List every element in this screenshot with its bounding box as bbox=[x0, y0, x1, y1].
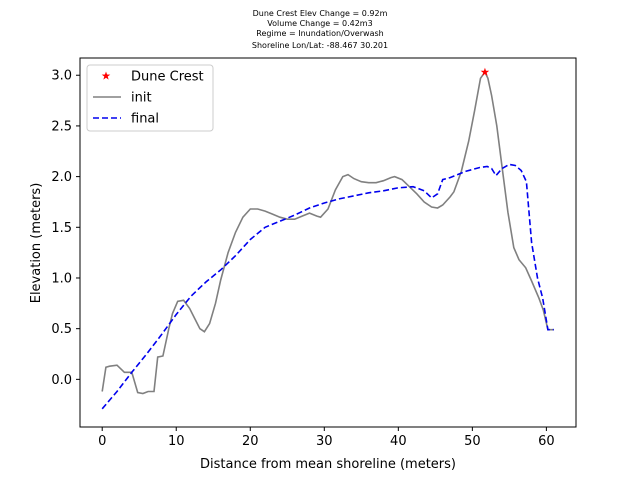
legend: Dune Crest init final bbox=[86, 64, 214, 132]
series-line-final bbox=[101, 163, 554, 410]
x-tick-label: 40 bbox=[390, 434, 407, 449]
chart-title-line-4: Shoreline Lon/Lat: -88.467 30.201 bbox=[251, 41, 389, 50]
chart-title-line-3: Regime = Inundation/Overwash bbox=[256, 29, 384, 38]
y-tick-label: 3.0 bbox=[51, 69, 72, 84]
y-tick-label: 1.0 bbox=[51, 271, 72, 286]
x-tick-label: 20 bbox=[242, 434, 259, 449]
plot-area bbox=[79, 57, 577, 428]
x-tick-label: 50 bbox=[464, 434, 481, 449]
legend-swatch-dune-crest bbox=[101, 71, 111, 80]
chart-title-line-1: Dune Crest Elev Change = 0.92m bbox=[252, 9, 388, 18]
x-axis-ticks: 0 10 20 30 40 50 60 bbox=[98, 427, 555, 449]
y-tick-label: 2.0 bbox=[51, 170, 72, 185]
legend-label: init bbox=[131, 91, 152, 106]
y-tick-label: 0.0 bbox=[51, 373, 72, 388]
x-tick-label: 10 bbox=[168, 434, 185, 449]
chart-title-line-2: Volume Change = 0.42m3 bbox=[267, 19, 373, 28]
y-axis-ticks: 0.0 0.5 1.0 1.5 2.0 2.5 3.0 bbox=[51, 69, 80, 388]
legend-box bbox=[86, 64, 214, 132]
y-tick-label: 0.5 bbox=[51, 322, 72, 337]
y-tick-label: 2.5 bbox=[51, 119, 72, 134]
dune-crest-marker bbox=[480, 67, 490, 76]
x-tick-label: 0 bbox=[98, 434, 106, 449]
y-axis-label: Elevation (meters) bbox=[29, 183, 44, 304]
legend-label: Dune Crest bbox=[131, 70, 204, 85]
legend-label: final bbox=[131, 112, 159, 127]
x-axis-label: Distance from mean shoreline (meters) bbox=[200, 457, 456, 472]
x-tick-label: 30 bbox=[316, 434, 333, 449]
y-tick-label: 1.5 bbox=[51, 221, 72, 236]
plot-frame bbox=[79, 57, 577, 428]
x-tick-label: 60 bbox=[538, 434, 555, 449]
